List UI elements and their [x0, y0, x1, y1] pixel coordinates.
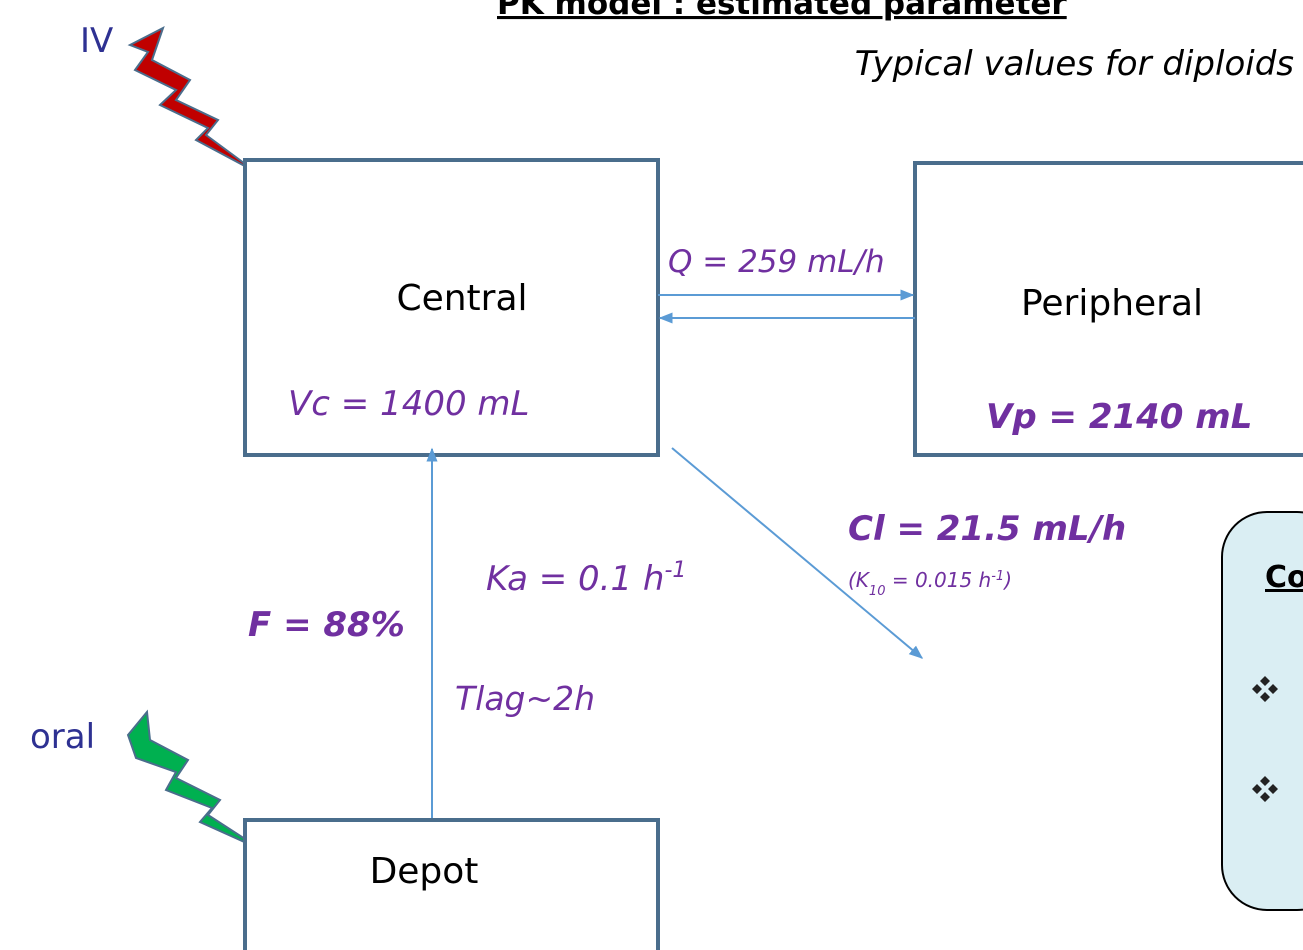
k10-param: (K10 = 0.015 h-1)	[848, 568, 1012, 599]
iv-label: IV	[80, 21, 113, 61]
f-param: F = 88%	[248, 605, 405, 645]
bullet	[1252, 676, 1278, 702]
text-part: )	[1002, 568, 1012, 592]
peripheral-volume: Vp = 2140 mL	[986, 397, 1252, 437]
subtitle: Typical values for diploids	[855, 44, 1294, 84]
peripheral-box	[913, 161, 1303, 457]
cl-param: Cl = 21.5 mL/h	[848, 509, 1126, 549]
central-volume: Vc = 1400 mL	[288, 384, 529, 424]
tlag-param: Tlag~2h	[455, 679, 595, 718]
depot-label: Depot	[370, 851, 479, 892]
text-part: = 0.015 h	[885, 568, 991, 592]
elimination-arrow	[671, 447, 924, 659]
central-box	[243, 158, 660, 457]
iv-bolt	[127, 25, 257, 173]
text-part: Ka = 0.1 h	[486, 559, 664, 599]
text-part: -1	[991, 569, 1004, 584]
text-part: -1	[664, 557, 686, 583]
bullet	[1252, 776, 1278, 802]
q-param: Q = 259 mL/h	[668, 244, 885, 280]
text-part: 10	[869, 584, 886, 599]
peripheral-label: Peripheral	[1021, 283, 1203, 324]
ka-param: Ka = 0.1 h-1	[486, 557, 686, 599]
text-part: (K	[848, 568, 871, 592]
title: PK model : estimated parameter	[497, 0, 1067, 22]
side-box	[1221, 511, 1303, 911]
depot-box	[243, 818, 660, 950]
side-heading: Co	[1265, 560, 1303, 595]
oral-label: oral	[30, 717, 95, 757]
central-label: Central	[396, 278, 527, 319]
oral-bolt	[126, 709, 263, 851]
